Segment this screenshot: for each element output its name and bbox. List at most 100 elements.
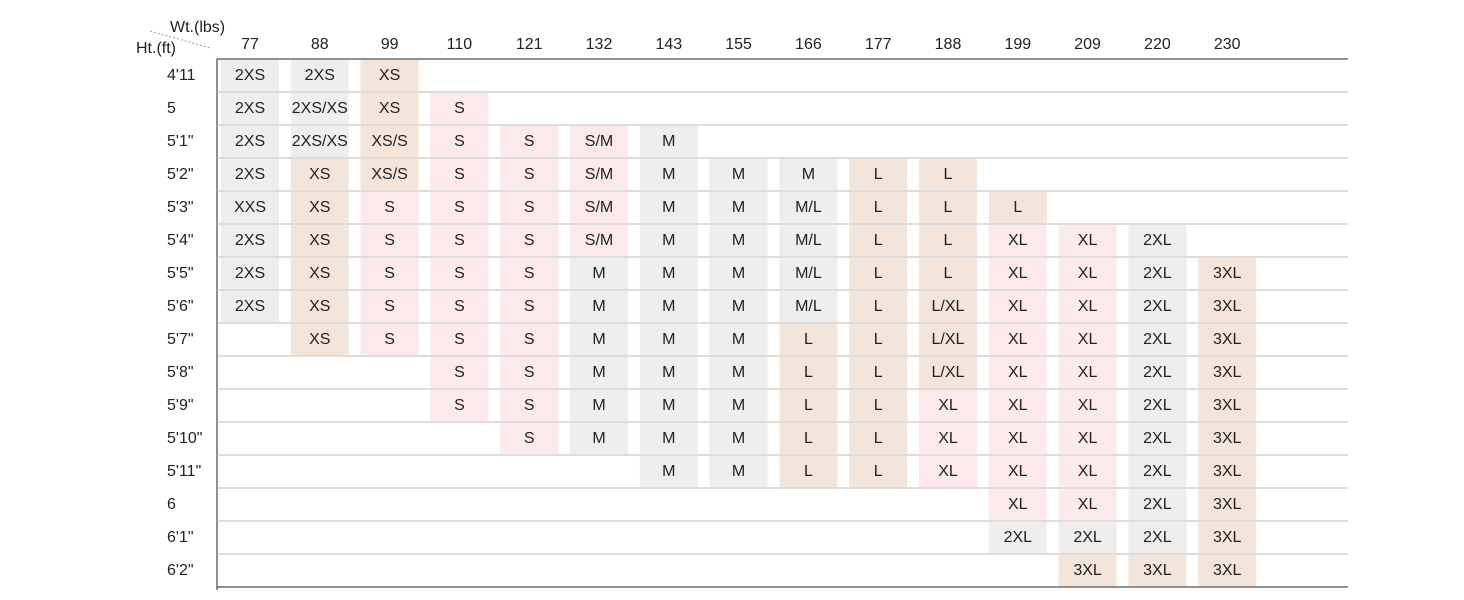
size-cell-bg xyxy=(500,126,559,157)
size-cell: XL xyxy=(1008,397,1028,414)
size-cell-bg xyxy=(221,159,279,190)
size-cell-bg xyxy=(1198,423,1257,454)
size-cell: XL xyxy=(1008,265,1028,282)
size-cell-bg xyxy=(849,258,908,289)
size-cell: XS xyxy=(379,100,400,117)
size-cell: S xyxy=(524,397,535,414)
size-cell-bg xyxy=(1128,258,1187,289)
size-cell: 2XS/XS xyxy=(292,100,348,117)
size-cell-bg xyxy=(639,357,698,388)
size-cell: XL xyxy=(1078,331,1098,348)
size-cell: M xyxy=(592,265,605,282)
size-cell: M xyxy=(732,463,745,480)
size-cell: 2XS xyxy=(235,265,265,282)
size-cell: S xyxy=(454,397,465,414)
size-cell-bg xyxy=(988,456,1047,487)
size-cell-bg xyxy=(1198,390,1257,421)
size-cell: M xyxy=(662,430,675,447)
size-cell-bg xyxy=(430,126,489,157)
size-cell: L xyxy=(874,463,883,480)
size-cell: 3XL xyxy=(1213,430,1242,447)
size-cell: XL xyxy=(1008,298,1028,315)
weight-header: 88 xyxy=(311,36,329,53)
size-cell-bg xyxy=(779,324,838,355)
size-cell: XL xyxy=(1078,397,1098,414)
size-cell: L xyxy=(944,166,953,183)
size-cell: 2XL xyxy=(1143,232,1172,249)
size-cell: M/L xyxy=(795,199,822,216)
size-cell: XL xyxy=(1008,232,1028,249)
size-cell-bg xyxy=(570,291,628,322)
weight-header: 166 xyxy=(795,36,822,53)
size-cell-bg xyxy=(988,489,1047,520)
size-cell: S xyxy=(524,199,535,216)
size-cell-bg xyxy=(1058,555,1117,586)
size-cell: 2XS xyxy=(235,67,265,84)
size-cell: S xyxy=(384,199,395,216)
size-cell-bg xyxy=(1128,489,1187,520)
size-cell-bg xyxy=(221,225,279,256)
size-cell: XL xyxy=(1078,298,1098,315)
size-cell: XXS xyxy=(234,199,266,216)
size-cell-bg xyxy=(709,159,768,190)
size-cell-bg xyxy=(709,258,768,289)
size-cell-bg xyxy=(221,60,279,91)
size-cell-bg xyxy=(849,456,908,487)
size-cell-bg xyxy=(500,423,559,454)
size-cell-bg xyxy=(430,159,489,190)
size-cell: M/L xyxy=(795,298,822,315)
size-cell-bg xyxy=(360,258,419,289)
size-cell-bg xyxy=(779,456,838,487)
size-cell: 3XL xyxy=(1213,331,1242,348)
height-axis-label: Ht.(ft) xyxy=(136,40,176,57)
size-cell-bg xyxy=(919,291,977,322)
size-cell-bg xyxy=(1198,258,1257,289)
size-cell: 2XL xyxy=(1143,331,1172,348)
size-cell: 3XL xyxy=(1213,529,1242,546)
size-cell: M xyxy=(662,364,675,381)
size-cell-bg xyxy=(290,291,349,322)
size-cell-bg xyxy=(779,423,838,454)
size-cell-bg xyxy=(360,291,419,322)
size-cell-bg xyxy=(500,324,559,355)
size-cell-bg xyxy=(779,258,838,289)
height-label: 5'10" xyxy=(167,430,202,447)
size-cell-bg xyxy=(1128,357,1187,388)
size-cell-bg xyxy=(639,390,698,421)
size-cell-bg xyxy=(988,390,1047,421)
size-cell-bg xyxy=(221,192,279,223)
size-cell: M xyxy=(662,232,675,249)
size-cell: M/L xyxy=(795,265,822,282)
size-cell: 3XL xyxy=(1213,298,1242,315)
size-cell: 2XL xyxy=(1143,265,1172,282)
size-cell-bg xyxy=(1198,522,1257,553)
size-cell: 2XL xyxy=(1143,496,1172,513)
size-cell: L xyxy=(874,397,883,414)
size-cell-bg xyxy=(1058,489,1117,520)
size-cell-bg xyxy=(988,192,1047,223)
size-cell: M xyxy=(662,199,675,216)
size-cell-bg xyxy=(919,192,977,223)
size-cell-bg xyxy=(500,192,559,223)
size-cell: 3XL xyxy=(1213,496,1242,513)
size-cell: M xyxy=(662,133,675,150)
size-cell: 2XS xyxy=(235,133,265,150)
size-cell-bg xyxy=(570,126,628,157)
size-cell-bg xyxy=(221,93,279,124)
weight-header: 143 xyxy=(655,36,682,53)
size-cell: XL xyxy=(1008,331,1028,348)
size-cell-bg xyxy=(1058,324,1117,355)
size-cell: 2XL xyxy=(1143,529,1172,546)
size-cell: M xyxy=(662,298,675,315)
size-cell-bg xyxy=(1058,291,1117,322)
size-cell-bg xyxy=(919,324,977,355)
size-cell-bg xyxy=(779,192,838,223)
size-cell-bg xyxy=(849,390,908,421)
size-cell: M xyxy=(592,364,605,381)
size-cell: L xyxy=(944,232,953,249)
size-cell: XL xyxy=(1078,463,1098,480)
height-label: 6'2" xyxy=(167,562,194,579)
size-cell-bg xyxy=(779,357,838,388)
size-cell-bg xyxy=(919,390,977,421)
